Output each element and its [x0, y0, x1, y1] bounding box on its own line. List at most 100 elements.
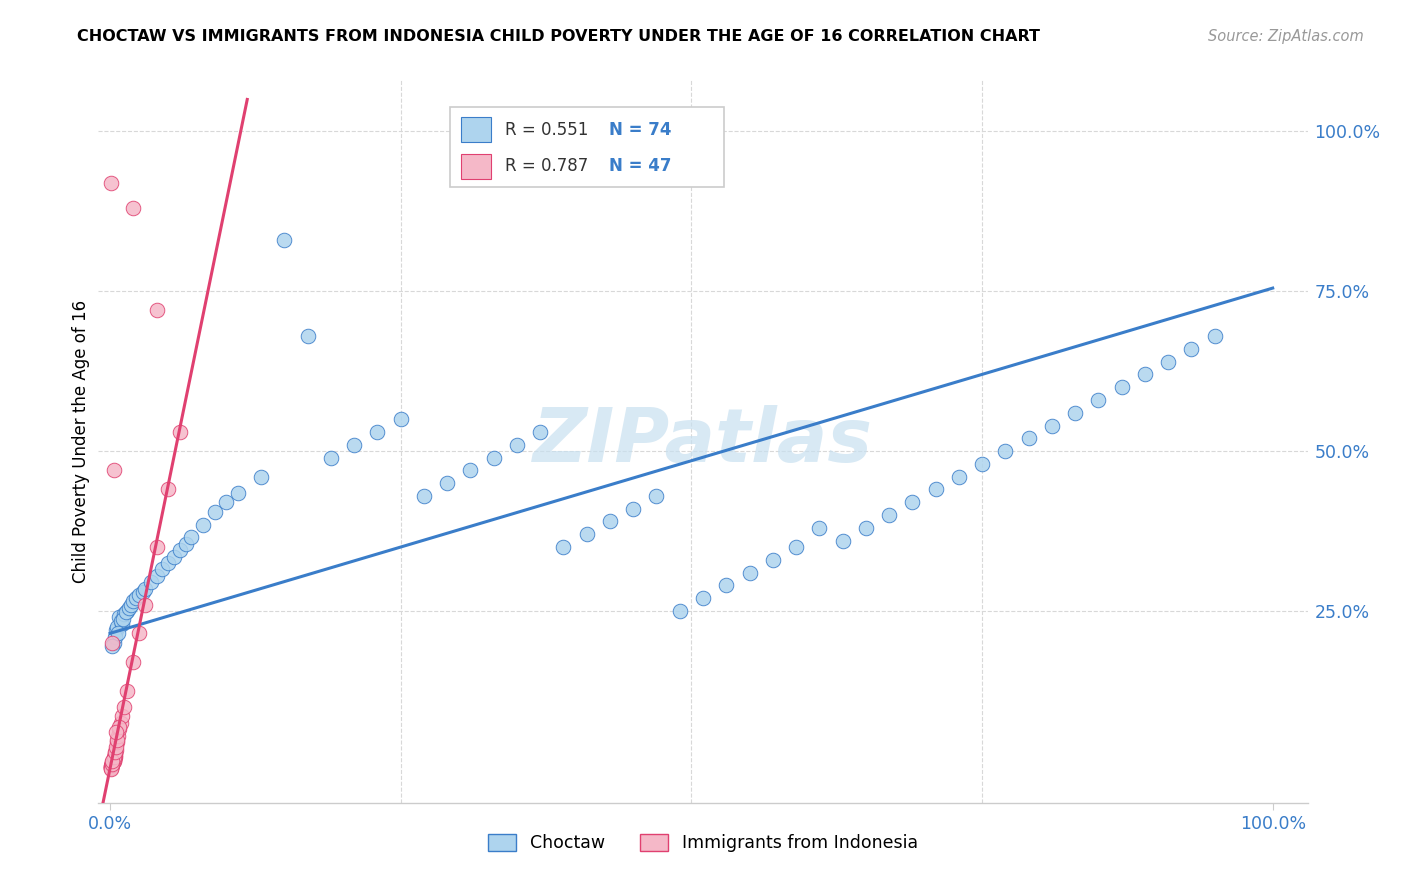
Point — [273, 233, 295, 247]
Point — [101, 754, 124, 768]
Point — [877, 508, 900, 522]
Point — [101, 757, 124, 772]
Text: CHOCTAW VS IMMIGRANTS FROM INDONESIA CHILD POVERTY UNDER THE AGE OF 16 CORRELATI: CHOCTAW VS IMMIGRANTS FROM INDONESIA CHI… — [77, 29, 1040, 44]
Point — [103, 752, 125, 766]
Point — [145, 540, 167, 554]
Point — [1064, 406, 1087, 420]
Point — [1087, 392, 1109, 407]
Point — [319, 450, 342, 465]
Point — [668, 604, 690, 618]
Point — [100, 759, 122, 773]
Point — [1040, 418, 1063, 433]
Point — [103, 463, 125, 477]
Point — [343, 438, 366, 452]
Point — [436, 476, 458, 491]
Point — [1157, 354, 1180, 368]
Point — [599, 515, 621, 529]
Point — [139, 575, 162, 590]
Y-axis label: Child Poverty Under the Age of 16: Child Poverty Under the Age of 16 — [72, 300, 90, 583]
FancyBboxPatch shape — [461, 117, 491, 143]
Point — [107, 626, 129, 640]
Point — [118, 600, 141, 615]
Point — [101, 758, 124, 772]
Text: R = 0.787: R = 0.787 — [505, 158, 588, 176]
Text: N = 47: N = 47 — [609, 158, 672, 176]
Point — [716, 578, 738, 592]
Point — [120, 598, 142, 612]
Point — [104, 749, 127, 764]
Point — [785, 540, 807, 554]
Point — [103, 754, 125, 768]
Point — [104, 746, 127, 760]
Point — [108, 610, 131, 624]
Point — [122, 201, 145, 215]
Point — [215, 495, 238, 509]
Point — [157, 483, 180, 497]
Point — [104, 747, 127, 762]
Point — [104, 623, 127, 637]
Point — [103, 752, 125, 766]
Point — [762, 553, 785, 567]
Point — [100, 176, 122, 190]
Point — [901, 495, 924, 509]
Point — [948, 469, 970, 483]
Point — [621, 501, 644, 516]
Text: R = 0.551: R = 0.551 — [505, 120, 588, 138]
Point — [101, 756, 124, 771]
Point — [174, 537, 197, 551]
Point — [104, 743, 127, 757]
Point — [101, 636, 124, 650]
Text: N = 74: N = 74 — [609, 120, 672, 138]
Point — [111, 612, 134, 626]
Point — [110, 614, 132, 628]
Point — [104, 630, 127, 644]
FancyBboxPatch shape — [450, 107, 724, 187]
Point — [111, 709, 134, 723]
Point — [128, 626, 150, 640]
Point — [124, 591, 146, 606]
Point — [100, 761, 122, 775]
Point — [169, 543, 191, 558]
Point — [180, 531, 202, 545]
Point — [645, 489, 668, 503]
Point — [1180, 342, 1202, 356]
Legend: Choctaw, Immigrants from Indonesia: Choctaw, Immigrants from Indonesia — [481, 827, 925, 859]
Point — [157, 556, 180, 570]
Point — [1133, 368, 1156, 382]
Point — [1204, 329, 1226, 343]
Point — [131, 584, 153, 599]
Point — [226, 485, 249, 500]
Point — [553, 540, 575, 554]
Point — [103, 750, 125, 764]
Point — [808, 521, 831, 535]
Point — [107, 729, 129, 743]
Point — [692, 591, 714, 606]
Point — [117, 604, 139, 618]
Point — [101, 756, 124, 771]
Point — [204, 505, 226, 519]
Point — [1018, 431, 1040, 445]
Point — [389, 412, 412, 426]
Point — [460, 463, 482, 477]
Point — [100, 760, 122, 774]
Point — [924, 483, 946, 497]
Point — [100, 758, 122, 772]
Point — [297, 329, 319, 343]
Point — [134, 598, 156, 612]
Point — [105, 620, 128, 634]
Point — [122, 655, 145, 669]
Point — [105, 735, 128, 749]
Point — [1111, 380, 1133, 394]
Point — [104, 739, 127, 754]
Point — [128, 588, 150, 602]
Point — [112, 699, 135, 714]
Text: Source: ZipAtlas.com: Source: ZipAtlas.com — [1208, 29, 1364, 44]
Point — [101, 757, 124, 772]
Point — [994, 444, 1017, 458]
Point — [101, 755, 124, 769]
Point — [506, 438, 529, 452]
Point — [110, 715, 132, 730]
Point — [101, 639, 124, 653]
Point — [100, 761, 122, 775]
Point — [134, 582, 156, 596]
